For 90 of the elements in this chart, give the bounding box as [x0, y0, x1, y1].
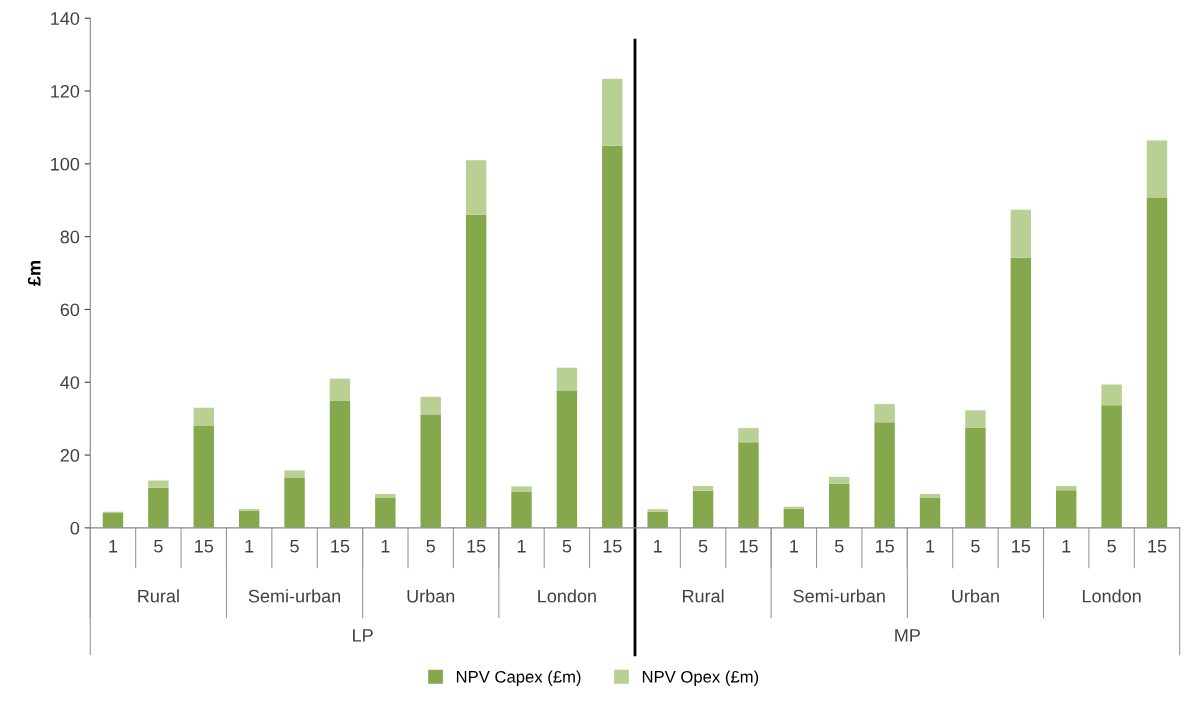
text: London: [1082, 589, 1141, 603]
bar: [329, 378, 351, 401]
bar: [783, 508, 805, 528]
legend-label: NPV Capex (£m): [456, 670, 581, 686]
x-tick-label: 15: [875, 539, 894, 553]
text: London: [538, 589, 596, 603]
bar: [874, 404, 895, 423]
bar: [965, 410, 986, 428]
bar: [465, 214, 487, 528]
bar: [420, 415, 441, 528]
x-tick-label: 15: [195, 539, 214, 553]
y-tick-label: 100: [51, 157, 80, 171]
x-tick-label: 5: [971, 539, 980, 553]
bar: [148, 480, 169, 488]
x-tick-label: 15: [1148, 539, 1167, 553]
bar: [1010, 209, 1032, 258]
bar: [919, 494, 941, 498]
bar: [829, 476, 850, 484]
bar: [556, 390, 578, 528]
bar: [602, 78, 623, 146]
bar: [284, 477, 305, 528]
bar: [556, 367, 578, 391]
bar: [738, 442, 759, 528]
text: Rural: [682, 589, 724, 603]
x-tick-label: 15: [603, 539, 622, 553]
bar: [193, 407, 214, 426]
bar: [738, 428, 759, 443]
bar: [375, 494, 396, 498]
bar: [1146, 140, 1168, 199]
bar: [602, 145, 623, 528]
bar: [329, 400, 351, 528]
y-axis-title: £m: [27, 261, 41, 286]
bar: [647, 509, 668, 512]
x-tick-label: 5: [1107, 539, 1116, 553]
bar: [692, 485, 714, 491]
x-tick-label: 1: [790, 539, 798, 553]
text: Urban: [407, 589, 455, 603]
text: Rural: [138, 589, 179, 603]
x-tick-label: 5: [562, 539, 572, 553]
x-tick-label: 15: [467, 539, 486, 553]
y-tick-label: 40: [60, 376, 80, 389]
x-tick-label: 1: [654, 539, 662, 553]
x-tick-label: 1: [1062, 539, 1071, 553]
legend-label: NPV Opex (£m): [642, 670, 759, 686]
bar: [465, 160, 487, 215]
bar: [874, 422, 895, 528]
text: MP: [895, 629, 920, 642]
bar: [511, 491, 532, 528]
bar: [375, 498, 396, 528]
bar: [284, 470, 305, 478]
text: Urban: [952, 589, 999, 603]
x-tick-label: 1: [517, 539, 526, 553]
y-tick-label: 80: [60, 230, 80, 244]
bar: [238, 510, 260, 528]
x-tick-label: 5: [834, 539, 844, 553]
x-tick-label: 1: [381, 539, 390, 553]
x-tick-label: 15: [739, 539, 758, 553]
text: Semi-urban: [793, 589, 885, 603]
bar: [1010, 257, 1032, 528]
text: Semi-urban: [248, 589, 341, 603]
x-tick-label: 5: [426, 539, 435, 553]
bar: [919, 498, 941, 528]
y-tick-label: 0: [70, 521, 80, 535]
bar: [1146, 198, 1168, 528]
text: LP: [353, 629, 373, 642]
y-tick-label: 60: [60, 303, 80, 317]
y-tick-label: 20: [60, 448, 80, 462]
x-tick-label: 1: [245, 539, 254, 553]
bar: [829, 483, 850, 528]
bar: [1055, 485, 1077, 491]
y-tick-label: 120: [51, 84, 80, 98]
x-tick-label: 5: [154, 539, 163, 553]
bar: [1101, 384, 1122, 406]
bar: [193, 425, 214, 528]
bar: [420, 396, 441, 416]
x-tick-label: 15: [331, 539, 350, 553]
bar: [692, 490, 714, 528]
bar: [511, 486, 532, 492]
bar: [647, 511, 668, 528]
x-tick-label: 1: [109, 539, 118, 553]
y-tick-label: 140: [51, 12, 80, 25]
bar: [148, 487, 169, 528]
bar: [102, 512, 124, 528]
bar: [1055, 490, 1077, 528]
x-tick-label: 5: [290, 539, 299, 553]
x-tick-label: 15: [1012, 539, 1031, 553]
bar: [965, 427, 986, 528]
x-tick-label: 1: [926, 539, 935, 553]
x-tick-label: 5: [698, 539, 708, 553]
bar: [1101, 405, 1122, 528]
